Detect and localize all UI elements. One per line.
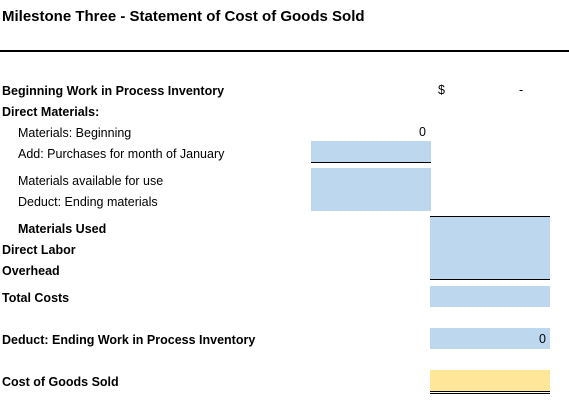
overhead-input-cell[interactable] [430,258,550,279]
total-costs-input-cell[interactable] [430,286,550,307]
label-materials-used: Materials Used [18,222,107,236]
label-direct-labor: Direct Labor [2,243,76,257]
label-total-costs: Total Costs [2,291,70,305]
materials-used-topline [430,216,550,217]
label-ending-materials: Deduct: Ending materials [18,195,158,209]
materials-available-input-cell[interactable] [311,168,431,189]
label-beginning-wip: Beginning Work in Process Inventory [2,84,225,98]
cogs-double-underline [430,391,550,394]
materials-used-input-cell[interactable] [430,217,550,237]
label-direct-materials: Direct Materials: [2,105,100,119]
purchases-input-cell[interactable] [311,141,431,162]
cogs-result-cell[interactable] [430,370,550,391]
ending-wip-value: 0 [539,332,546,346]
label-materials-beginning: Materials: Beginning [18,126,132,140]
label-cogs: Cost of Goods Sold [2,375,119,389]
direct-labor-input-cell[interactable] [430,237,550,258]
statement-title: Milestone Three - Statement of Cost of G… [2,8,365,25]
ending-wip-input-cell[interactable] [430,328,550,349]
ending-materials-input-cell[interactable] [311,189,431,211]
currency-symbol: $ [438,83,445,97]
materials-beginning-value[interactable]: 0 [419,125,426,139]
label-overhead: Overhead [2,264,60,278]
overhead-underline [430,279,550,280]
label-materials-available: Materials available for use [18,174,164,188]
title-divider [0,50,569,52]
label-ending-wip: Deduct: Ending Work in Process Inventory [2,333,256,347]
purchases-underline [311,162,431,163]
beginning-wip-value[interactable]: - [519,83,524,97]
label-purchases: Add: Purchases for month of January [18,147,225,161]
